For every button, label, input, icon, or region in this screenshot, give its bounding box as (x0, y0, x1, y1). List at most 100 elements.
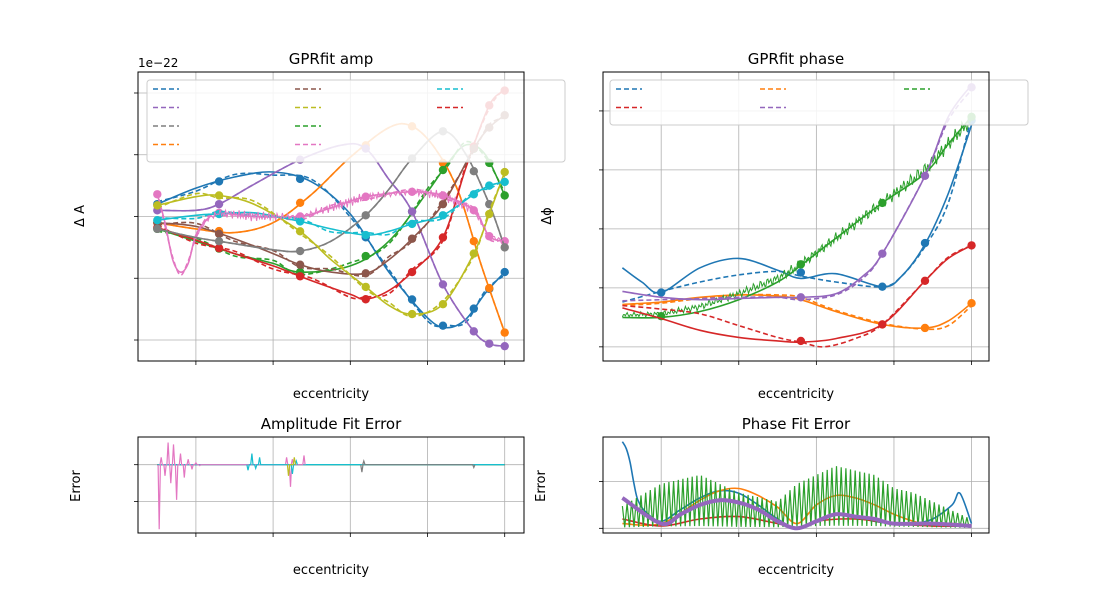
amp-plot-area (134, 72, 566, 365)
amp-series-marker (438, 199, 448, 209)
phase-series-marker (796, 260, 806, 269)
phase-series-marker (878, 198, 887, 208)
amp-series-marker (407, 219, 417, 229)
amp-legend-frame (146, 79, 566, 163)
amp-series-marker (214, 237, 224, 246)
amp-series-marker (295, 227, 305, 236)
amp-series-marker (153, 224, 162, 234)
phase-error-plot-area (599, 437, 989, 537)
amp-series-marker (361, 211, 370, 220)
amp-series-marker (485, 181, 494, 190)
amp-series-marker (469, 327, 479, 336)
phase-axes-frame (602, 71, 990, 362)
phase-legend-frame (609, 79, 1029, 126)
amp-series-marker (407, 267, 417, 277)
amp-series-marker (438, 299, 448, 309)
amp-series-marker (438, 321, 448, 330)
amp-series-marker (295, 272, 305, 281)
amp-series-marker (295, 174, 305, 184)
amp-series-marker (361, 282, 370, 292)
amp-series-marker (295, 246, 305, 256)
amp-series-marker (214, 199, 224, 209)
amp-series-marker (361, 295, 370, 304)
amp-series-marker (469, 167, 479, 176)
amp-error-spike-line (360, 458, 476, 473)
amp-series-marker (214, 243, 224, 253)
phase-error-series-group (621, 441, 973, 531)
amp-error-spike-line (286, 457, 297, 476)
amp-series-marker (407, 187, 417, 196)
amp-series-marker (407, 234, 417, 243)
amp-ylabel: Δ A (73, 205, 88, 227)
amp-series-marker (500, 191, 509, 200)
phase-xlabel: eccentricity (758, 387, 834, 402)
amp-series-marker (214, 191, 224, 200)
amp-series-marker (153, 201, 162, 210)
phase-series-marker (967, 241, 976, 250)
amp-series-marker (361, 251, 370, 261)
phase-series-marker (656, 288, 666, 297)
amp-series-marker (214, 177, 224, 186)
amp-series-marker (469, 190, 479, 199)
amp-series-line (157, 171, 506, 315)
amp-series-marker (500, 167, 509, 177)
phase-series-marker (920, 171, 930, 181)
amp-series-marker (469, 249, 479, 258)
amp-series-marker (214, 229, 224, 238)
panel-phase-error: Phase Fit Error eccentricity Error (534, 415, 990, 578)
phase-series-marker (920, 238, 930, 248)
amp-series-marker (153, 190, 162, 199)
amp-error-title: Amplitude Fit Error (261, 415, 402, 433)
amp-series-marker (438, 165, 448, 175)
amp-series-marker (500, 328, 509, 337)
phase-plot-area (599, 72, 1029, 365)
amp-axes-frame (137, 71, 525, 362)
phase-error-axes-frame (602, 436, 990, 534)
amp-xlabel: eccentricity (293, 387, 369, 402)
amp-series-marker (407, 309, 417, 319)
amp-series-dashed-line (156, 188, 505, 276)
amp-error-xlabel: eccentricity (293, 563, 369, 578)
amp-series-marker (485, 283, 494, 293)
amp-series-marker (295, 260, 305, 269)
amp-series-marker (438, 233, 448, 242)
phase-error-ylabel: Error (534, 470, 549, 502)
phase-error-xlabel: eccentricity (758, 563, 834, 578)
phase-error-band-line (621, 496, 972, 531)
amp-series-marker (153, 216, 162, 225)
amp-series-marker (438, 211, 448, 220)
phase-series-marker (796, 268, 806, 277)
amp-series-marker (407, 295, 417, 304)
panel-phase: GPRfit phase eccentricity Δϕ (540, 50, 1029, 402)
amp-series-marker (438, 280, 448, 289)
phase-series-marker (878, 282, 887, 291)
phase-error-noise-line (621, 466, 970, 529)
amp-series-marker (407, 207, 417, 216)
amp-series-line (156, 171, 506, 329)
phase-series-dashed-line (622, 244, 972, 348)
phase-series-marker (967, 299, 976, 308)
amp-series-marker (500, 267, 509, 277)
amp-error-spike-line (246, 453, 298, 474)
amp-series-marker (485, 209, 494, 219)
amp-series-dashed-line (157, 172, 506, 328)
phase-series-marker (878, 249, 887, 258)
phase-series-marker (920, 323, 930, 333)
amp-series-marker (295, 198, 305, 207)
phase-series-marker (920, 276, 930, 285)
amp-series-marker (361, 230, 370, 240)
amp-error-axes-frame (137, 436, 525, 534)
amp-error-series-group (157, 442, 505, 530)
amp-series-marker (500, 341, 509, 351)
amp-series-marker (485, 339, 494, 348)
panel-amp-error: Amplitude Fit Error eccentricity Error (69, 415, 525, 578)
amp-series-marker (469, 237, 479, 246)
amp-offset-label: 1e−22 (138, 56, 178, 70)
phase-series-marker (796, 293, 806, 302)
phase-series-marker (796, 336, 806, 346)
phase-title: GPRfit phase (748, 50, 844, 68)
amp-ds7-noise-line (195, 186, 505, 244)
amp-error-ylabel: Error (69, 470, 84, 502)
phase-series-dashed-line (622, 116, 973, 303)
